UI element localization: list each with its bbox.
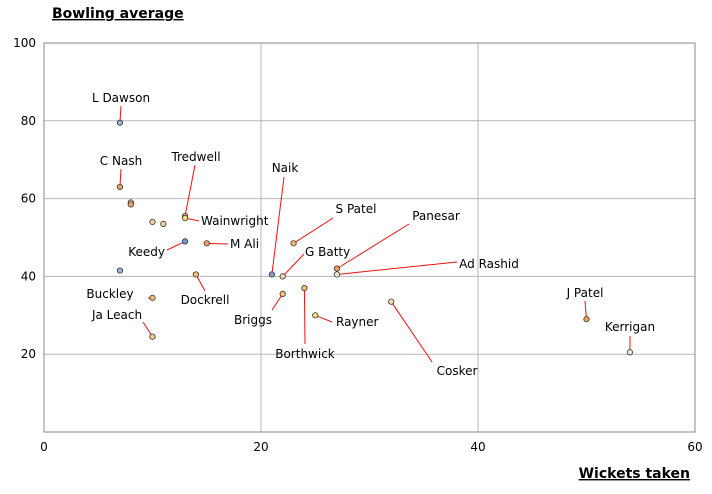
x-axis-title: Wickets taken (579, 466, 690, 482)
data-point (333, 271, 341, 278)
leader-line (271, 176, 285, 275)
point-label: Tredwell (170, 150, 220, 164)
point-label: C Nash (100, 154, 142, 168)
data-point (279, 273, 286, 280)
data-point (333, 265, 341, 272)
point-label: M Ali (230, 237, 259, 251)
tick-labels: 0 20 40 60 20 40 60 80 100 (13, 36, 703, 454)
data-points (116, 119, 634, 356)
point-label: S Patel (336, 202, 377, 216)
point-labels: L Dawson C Nash Tredwell Wainwright Keedy M A… (86, 91, 655, 378)
data-point (149, 333, 156, 340)
leader-line (293, 217, 334, 244)
x-tick-label: 0 (40, 440, 48, 454)
data-point (149, 218, 156, 226)
data-point (279, 290, 286, 298)
data-point (160, 220, 167, 227)
plot-frame (43, 42, 696, 433)
y-tick-label: 60 (21, 192, 36, 206)
y-tick-label: 40 (21, 269, 36, 283)
leader-line (195, 274, 206, 292)
data-point (127, 201, 134, 208)
data-point (312, 312, 319, 319)
leader-line (206, 242, 229, 245)
point-label: Kerrigan (605, 320, 655, 334)
x-tick-label: 60 (687, 440, 702, 454)
data-point (626, 349, 634, 356)
x-tick-label: 40 (470, 440, 485, 454)
data-point (116, 183, 124, 191)
y-tick-label: 80 (21, 114, 36, 128)
data-point (181, 214, 189, 222)
data-point (301, 284, 308, 292)
data-point (203, 240, 210, 247)
data-point (268, 271, 275, 278)
data-point (181, 238, 189, 245)
data-point (388, 298, 395, 305)
data-point (116, 119, 124, 126)
leader-line (282, 253, 305, 277)
leader-line (390, 301, 433, 363)
data-point (192, 271, 199, 278)
y-tick-label: 100 (13, 36, 36, 50)
leader-line (166, 240, 186, 251)
data-point (149, 294, 156, 301)
leader-line (271, 293, 284, 311)
point-label: Briggs (234, 313, 272, 327)
point-label: L Dawson (92, 91, 150, 105)
point-label: J Patel (566, 286, 604, 300)
point-label: G Batty (305, 245, 350, 259)
data-point (116, 267, 124, 274)
point-label: Panesar (412, 209, 460, 223)
point-label: Naik (272, 161, 299, 175)
y-tick-label: 20 (21, 347, 36, 361)
data-point (583, 316, 590, 323)
leader-line (336, 261, 458, 275)
point-label: Cosker (437, 364, 478, 378)
x-tick-label: 20 (253, 440, 268, 454)
leader-line (303, 288, 306, 345)
point-label: Wainwright (201, 214, 269, 228)
point-label: Rayner (336, 315, 379, 329)
point-label: Ad Rashid (459, 257, 519, 271)
leader-line (336, 223, 410, 270)
point-label: Ja Leach (91, 308, 142, 322)
leader-line (184, 164, 196, 217)
point-label: Borthwick (275, 347, 335, 361)
point-label: Keedy (128, 245, 165, 259)
gridlines (43, 42, 696, 433)
data-point (290, 240, 297, 247)
y-axis-title: Bowling average (52, 6, 184, 22)
point-label: Buckley (86, 287, 133, 301)
point-label: Dockrell (181, 293, 230, 307)
